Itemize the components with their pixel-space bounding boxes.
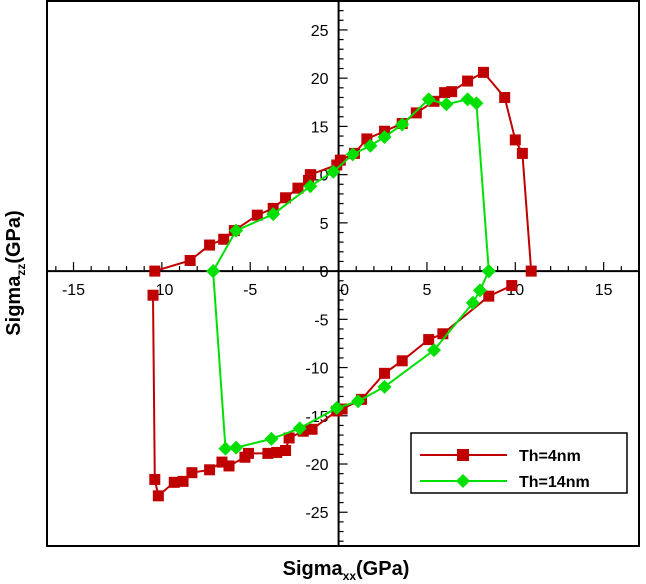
- series-Th=14nm: [206, 92, 496, 456]
- data-point-diamond: [427, 343, 442, 358]
- data-point-square: [439, 87, 451, 99]
- data-point-square: [379, 367, 391, 379]
- data-point-diamond: [326, 164, 341, 179]
- data-point-square: [509, 134, 521, 146]
- data-point-square: [462, 75, 474, 87]
- data-point-diamond: [266, 207, 281, 222]
- data-point-square: [525, 265, 537, 277]
- data-point-diamond: [377, 379, 392, 394]
- data-point-diamond: [469, 96, 484, 111]
- data-point-square: [149, 265, 161, 277]
- x-axis-title-unit: (GPa): [356, 558, 409, 580]
- data-point-square: [218, 233, 230, 245]
- y-tick-label: 25: [311, 23, 329, 40]
- data-point-square: [147, 289, 159, 301]
- legend: Th=4nm Th=14nm: [410, 432, 628, 494]
- data-point-square: [149, 473, 161, 485]
- data-point-diamond: [229, 223, 244, 238]
- data-point-diamond: [229, 440, 244, 455]
- y-axis-title-unit: (GPa): [3, 210, 25, 263]
- data-point-square: [499, 91, 511, 103]
- data-point-square: [423, 334, 435, 346]
- data-point-square: [446, 86, 458, 98]
- data-point-square: [186, 467, 198, 479]
- data-point-square: [283, 432, 295, 444]
- x-tick-label: 15: [595, 282, 613, 299]
- data-point-square: [204, 464, 216, 476]
- series-line-upper: [212, 98, 490, 272]
- x-tick-label: -5: [243, 282, 257, 299]
- data-point-square: [361, 133, 373, 145]
- data-point-diamond: [292, 421, 307, 436]
- data-point-diamond: [421, 92, 436, 107]
- data-point-square: [477, 66, 489, 78]
- data-point-square: [396, 355, 408, 367]
- data-point-diamond: [395, 117, 410, 132]
- data-point-square: [410, 107, 422, 119]
- data-point-square: [168, 476, 180, 488]
- data-point-square: [262, 447, 274, 459]
- data-point-square: [271, 446, 283, 458]
- data-point-diamond: [303, 179, 318, 194]
- data-point-square: [437, 328, 449, 340]
- y-tick-label: -20: [305, 457, 328, 474]
- data-point-square: [242, 447, 254, 459]
- data-point-square: [184, 254, 196, 266]
- x-tick-label: 5: [422, 282, 431, 299]
- data-point-diamond: [472, 283, 487, 298]
- data-point-square: [204, 239, 216, 251]
- x-tick-label: -15: [62, 282, 85, 299]
- data-point-square: [334, 154, 346, 166]
- series-layer: [147, 66, 537, 502]
- data-point-diamond: [481, 264, 496, 279]
- data-point-square: [304, 169, 316, 181]
- data-point-diamond: [206, 264, 221, 279]
- data-point-diamond: [218, 441, 233, 456]
- y-tick-label: -10: [305, 361, 328, 378]
- x-axis-title: Sigmaxx(GPa): [283, 558, 410, 583]
- data-point-square: [177, 475, 189, 487]
- y-tick-label: 0: [320, 264, 329, 281]
- y-tick-label: -5: [314, 312, 328, 329]
- data-point-square: [280, 192, 292, 204]
- x-tick-label: 0: [340, 282, 349, 299]
- data-point-square: [483, 290, 495, 302]
- data-point-square: [303, 174, 315, 186]
- data-point-square: [516, 147, 528, 159]
- legend-box: [410, 432, 628, 494]
- data-point-square: [506, 280, 518, 292]
- data-point-square: [251, 209, 263, 221]
- data-point-square: [306, 423, 318, 435]
- data-point-diamond: [377, 130, 392, 145]
- y-axis-title-main: Sigma: [3, 275, 25, 336]
- data-point-diamond: [439, 97, 454, 112]
- data-point-diamond: [465, 295, 480, 310]
- legend-marker-square: [457, 449, 469, 461]
- data-point-diamond: [351, 394, 366, 409]
- x-axis-title-main: Sigma: [283, 558, 344, 580]
- data-point-diamond: [363, 138, 378, 153]
- data-point-diamond: [345, 147, 360, 162]
- legend-label-th4: Th=4nm: [519, 448, 581, 465]
- data-point-square: [292, 182, 304, 194]
- y-axis-title-sub: zz: [14, 264, 28, 276]
- legend-marker-diamond: [456, 474, 470, 488]
- y-tick-label: 20: [311, 71, 329, 88]
- data-point-square: [216, 456, 228, 468]
- y-tick-label: 5: [320, 216, 329, 233]
- x-axis-title-sub: xx: [343, 569, 357, 583]
- y-axis-title: Sigmazz(GPa): [3, 210, 28, 335]
- data-point-square: [280, 445, 292, 457]
- y-tick-label: 15: [311, 119, 329, 136]
- legend-label-th14: Th=14nm: [519, 474, 590, 491]
- data-point-diamond: [329, 401, 344, 416]
- data-point-square: [152, 490, 164, 502]
- data-point-diamond: [264, 431, 279, 446]
- y-tick-label: -25: [305, 505, 328, 522]
- plot-frame: [46, 0, 640, 547]
- data-point-square: [223, 460, 235, 472]
